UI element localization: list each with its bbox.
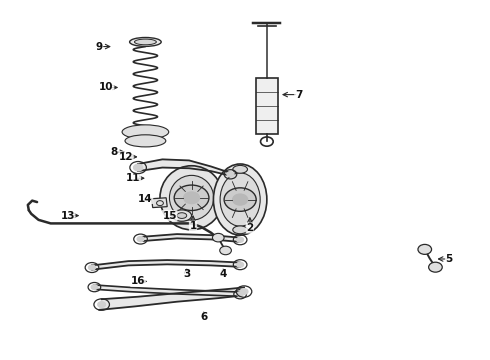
Text: 14: 14 bbox=[138, 194, 153, 203]
Circle shape bbox=[224, 188, 256, 211]
Ellipse shape bbox=[233, 226, 247, 234]
Circle shape bbox=[418, 244, 432, 255]
Ellipse shape bbox=[160, 166, 223, 230]
Circle shape bbox=[240, 289, 248, 294]
Text: 10: 10 bbox=[99, 82, 114, 93]
Polygon shape bbox=[141, 234, 240, 242]
Circle shape bbox=[137, 237, 144, 242]
Circle shape bbox=[237, 237, 244, 242]
Text: 7: 7 bbox=[295, 90, 302, 100]
Bar bbox=[151, 198, 167, 208]
Circle shape bbox=[233, 194, 247, 205]
Polygon shape bbox=[99, 288, 244, 310]
Circle shape bbox=[237, 262, 244, 267]
Ellipse shape bbox=[233, 165, 247, 173]
Polygon shape bbox=[92, 260, 240, 270]
Polygon shape bbox=[95, 285, 240, 296]
Text: 11: 11 bbox=[126, 173, 141, 183]
Text: 5: 5 bbox=[445, 254, 453, 264]
Ellipse shape bbox=[130, 37, 161, 46]
Text: 2: 2 bbox=[246, 223, 253, 233]
Text: 3: 3 bbox=[183, 269, 190, 279]
Circle shape bbox=[429, 262, 442, 272]
Ellipse shape bbox=[122, 125, 169, 139]
Text: 12: 12 bbox=[119, 152, 133, 162]
Circle shape bbox=[174, 185, 209, 211]
Text: 15: 15 bbox=[163, 211, 177, 221]
Circle shape bbox=[134, 164, 143, 171]
Text: 13: 13 bbox=[60, 211, 75, 221]
Circle shape bbox=[213, 233, 224, 242]
Circle shape bbox=[89, 265, 96, 270]
Circle shape bbox=[227, 172, 234, 177]
Circle shape bbox=[91, 285, 98, 289]
Circle shape bbox=[98, 302, 105, 307]
Text: 6: 6 bbox=[200, 312, 207, 322]
Circle shape bbox=[220, 246, 231, 255]
Ellipse shape bbox=[220, 173, 260, 226]
Ellipse shape bbox=[177, 213, 187, 219]
Text: 8: 8 bbox=[110, 147, 118, 157]
Ellipse shape bbox=[172, 210, 192, 221]
Text: 4: 4 bbox=[220, 269, 227, 279]
Ellipse shape bbox=[134, 39, 156, 45]
Ellipse shape bbox=[170, 175, 214, 220]
Text: 16: 16 bbox=[131, 276, 146, 287]
Ellipse shape bbox=[125, 135, 166, 147]
Ellipse shape bbox=[214, 164, 267, 235]
Polygon shape bbox=[138, 159, 230, 176]
Circle shape bbox=[184, 192, 199, 203]
Circle shape bbox=[237, 292, 244, 297]
Text: 9: 9 bbox=[96, 41, 103, 51]
Text: 1: 1 bbox=[190, 221, 196, 231]
Bar bbox=[256, 78, 277, 134]
